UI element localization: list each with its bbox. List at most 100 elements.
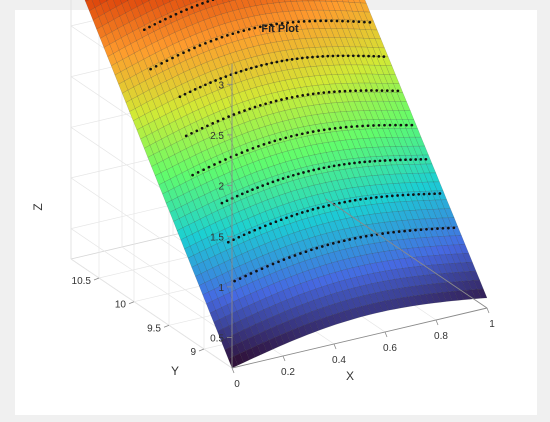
data-point (184, 134, 188, 138)
data-point (386, 231, 390, 235)
z-tick-label: 3 (218, 80, 224, 91)
surface-patch (259, 0, 268, 5)
data-point (193, 46, 196, 50)
data-point (406, 193, 410, 197)
data-point (240, 151, 244, 154)
data-point (438, 192, 442, 195)
data-point (253, 26, 257, 30)
data-point (422, 192, 426, 196)
data-point (354, 89, 357, 93)
data-point (236, 30, 240, 34)
data-point (243, 109, 246, 112)
data-point (219, 77, 223, 80)
data-point (200, 126, 204, 130)
data-point (237, 111, 241, 114)
data-point (414, 228, 417, 232)
data-point (363, 160, 367, 164)
data-point (335, 19, 339, 23)
data-point (268, 141, 271, 144)
data-point (358, 161, 361, 164)
z-grid-line (70, 228, 233, 338)
surface-patch (98, 0, 107, 5)
data-point (227, 115, 230, 118)
data-point (164, 17, 167, 21)
data-point (207, 165, 211, 169)
data-point (280, 98, 283, 101)
surface-patch (278, 0, 286, 3)
data-point (176, 53, 180, 57)
data-point (341, 54, 345, 58)
data-point (353, 236, 357, 240)
data-point (275, 22, 279, 26)
data-point (206, 124, 209, 128)
data-point (288, 256, 291, 259)
data-point (396, 194, 399, 197)
data-point (332, 164, 336, 168)
surface-patch (106, 0, 109, 2)
data-point (293, 254, 297, 257)
data-point (246, 149, 249, 152)
x-axis-line (231, 307, 488, 369)
data-point (244, 274, 247, 278)
data-point (201, 2, 204, 5)
data-point (269, 222, 272, 226)
data-point (399, 123, 403, 127)
data-point (248, 231, 251, 234)
surface-patch (182, 0, 192, 7)
data-point (302, 20, 306, 23)
data-point (193, 88, 197, 91)
data-point (198, 85, 202, 89)
data-point (433, 192, 436, 196)
data-point (346, 54, 350, 58)
data-point (310, 248, 313, 252)
data-point (211, 0, 215, 2)
data-point (247, 27, 251, 31)
data-point (378, 159, 382, 163)
surface-patch (106, 0, 117, 11)
data-point (238, 277, 242, 280)
data-point (231, 32, 235, 36)
surface-patch (342, 0, 350, 3)
data-point (357, 20, 361, 24)
data-point (297, 20, 300, 24)
data-point (417, 192, 421, 196)
data-point (190, 6, 194, 9)
data-point (311, 208, 315, 211)
data-point (258, 226, 262, 230)
data-point (419, 228, 423, 232)
surface-patch (141, 0, 150, 5)
data-point (306, 56, 309, 59)
data-point (246, 190, 249, 194)
data-point (154, 64, 158, 68)
data-point (214, 79, 217, 82)
data-point (233, 279, 236, 283)
data-point (290, 58, 294, 61)
data-point (209, 39, 213, 43)
data-point (235, 153, 238, 157)
data-point (436, 227, 439, 230)
data-point (396, 89, 400, 93)
surface-patch (477, 288, 488, 299)
data-point (235, 194, 239, 198)
data-point (324, 19, 328, 23)
surface-patch (325, 0, 332, 2)
data-point (232, 113, 236, 116)
data-point (317, 167, 321, 171)
data-point (271, 262, 275, 266)
data-point (264, 102, 267, 106)
data-point (331, 242, 335, 245)
data-point (306, 131, 310, 134)
surface-patch (209, 0, 218, 8)
data-point (339, 126, 342, 130)
surface-patch (404, 110, 415, 120)
data-point (385, 89, 389, 92)
data-point (311, 55, 314, 59)
data-point (251, 188, 254, 191)
data-point (414, 158, 418, 161)
data-point (348, 162, 351, 165)
data-point (202, 168, 205, 172)
data-point (368, 21, 372, 24)
data-point (213, 163, 216, 166)
data-point (198, 44, 202, 47)
data-point (377, 123, 381, 127)
